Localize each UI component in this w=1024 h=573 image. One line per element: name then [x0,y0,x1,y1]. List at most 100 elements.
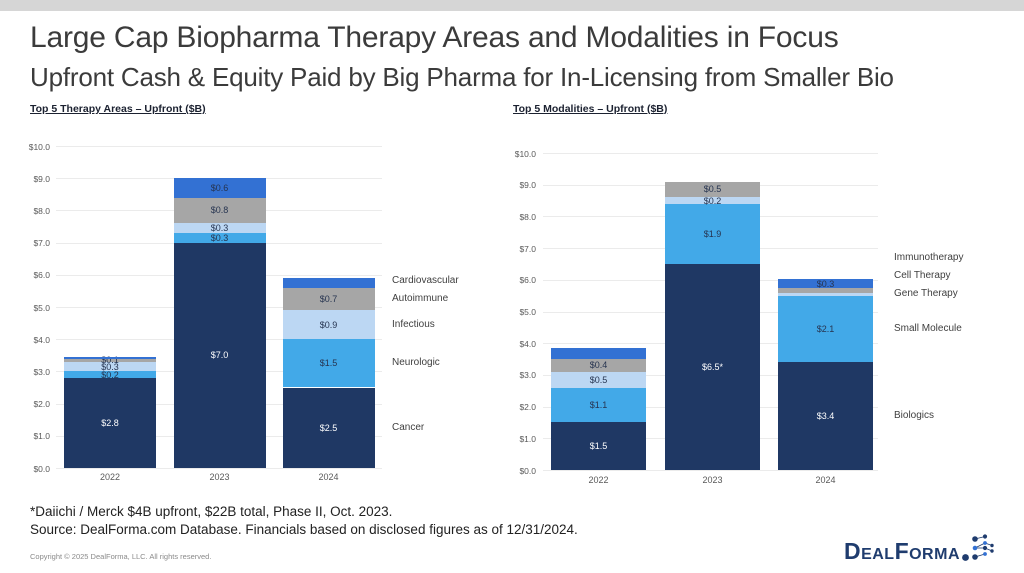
page-title: Large Cap Biopharma Therapy Areas and Mo… [30,21,839,54]
bar-value-label: $0.5 [589,374,608,385]
y-tick-label: $6.0 [33,270,50,281]
bar-value-label: $0.9 [319,319,338,330]
y-tick-label: $7.0 [519,243,536,254]
y-tick-label: $2.0 [33,399,50,410]
bar-segment-gene-therapy: $0.5 [551,371,646,388]
bar-value-label: $0.3 [210,232,229,243]
bar-segment-immunotherapy [551,347,646,360]
bar-segment-autoimmune: $0.8 [173,197,266,224]
x-tick-label: 2022 [99,472,121,482]
dealforma-logo-text: DealForma [843,538,960,564]
bar-value-label: $0.3 [210,223,229,234]
x-tick-label: 2023 [209,472,230,482]
y-tick-label: $2.0 [519,402,536,413]
legend-label-cancer: Cancer [392,421,425,433]
x-tick-label: 2023 [702,475,723,485]
bar-value-label: $0.2 [703,195,722,206]
bar-value-label: $6.5* [701,361,724,372]
y-tick-label: $10.0 [514,148,536,159]
legend-label-biologics: Biologics [894,410,935,422]
legend-label-cell-therapy: Cell Therapy [894,270,951,282]
y-tick-label: $7.0 [33,238,50,249]
bar-segment-autoimmune: $0.1 [64,355,156,365]
bar-segment-neurologic: $1.5 [282,339,375,388]
gridline [56,468,382,469]
y-tick-label: $3.0 [519,370,536,381]
bar-value-label: $3.4 [816,411,835,422]
bar-value-label: $0.5 [703,184,722,195]
y-tick-label: $10.0 [28,141,50,152]
bar-segment-autoimmune: $0.7 [282,287,375,311]
bar-value-label: $2.8 [101,417,119,428]
bar-value-label: $0.8 [210,205,229,216]
bar-segment-cell-therapy: $0.5 [665,181,760,198]
y-tick-label: $8.0 [33,205,50,216]
bar-value-label: $0.1 [101,355,119,366]
legend-label-immunotherapy: Immunotherapy [894,252,964,264]
bar-segment-cardiovascular [64,356,156,359]
y-tick-label: $1.0 [519,433,536,444]
y-tick-label: $1.0 [33,431,50,442]
bar-value-label: $0.2 [101,369,119,380]
gridline [56,146,382,147]
gridline [543,470,878,471]
bar-value-label: $7.0 [210,350,229,361]
y-tick-label: $3.0 [33,366,50,377]
y-tick-label: $5.0 [33,302,50,313]
y-tick-label: $9.0 [33,173,50,184]
bar-segment-small-molecule: $1.9 [665,203,760,264]
y-tick-label: $0.0 [33,463,50,474]
legend-label-infectious: Infectious [392,318,435,330]
y-tick-label: $4.0 [33,334,50,345]
bar-segment-cardiovascular [282,278,375,288]
footnote-source-line: Source: DealForma.com Database. Financia… [30,521,578,537]
bar-segment-cancer: $2.8 [64,377,156,468]
bar-segment-gene-therapy: $0.2 [665,195,760,206]
bar-segment-neurologic: $0.3 [173,232,266,243]
bar-segment-cancer: $2.5 [282,387,375,468]
bar-segment-infectious: $0.3 [173,223,266,234]
bar-segment-cardiovascular: $0.6 [173,178,266,198]
bar-value-label: $0.3 [101,361,119,372]
bar-value-label: $1.5 [319,358,338,369]
x-tick-label: 2024 [815,475,836,485]
y-tick-label: $8.0 [519,211,536,222]
legend-label-gene-therapy: Gene Therapy [894,288,958,300]
y-tick-label: $9.0 [519,180,536,191]
bar-segment-infectious: $0.9 [282,310,375,340]
top-border-strip [0,0,1024,11]
footnote: *Daiichi / Merck $4B upfront, $22B total… [30,503,578,538]
y-tick-label: $5.0 [519,307,536,317]
copyright-text: Copyright © 2025 DealForma, LLC. All rig… [30,552,212,561]
bar-segment-immunotherapy: $0.3 [778,279,873,289]
dealforma-logo: DealForma [844,534,998,563]
bar-value-label: $1.1 [589,400,608,410]
legend-label-cardiovascular: Cardiovascular [392,274,459,286]
footnote-line-1: *Daiichi / Merck $4B upfront, $22B total… [30,504,393,519]
y-tick-label: $4.0 [519,338,536,349]
bar-segment-cancer: $7.0 [173,242,266,468]
bar-segment-neurologic: $0.2 [64,369,156,380]
y-tick-label: $0.0 [519,465,536,476]
y-tick-label: $6.0 [519,275,536,286]
bar-value-label: $0.3 [816,278,835,289]
bar-value-label: $1.5 [589,441,608,452]
bar-segment-biologics: $1.5 [551,422,646,470]
bar-segment-biologics: $3.4 [778,362,873,470]
bar-value-label: $0.6 [210,182,229,193]
bar-value-label: $2.1 [816,323,835,334]
bar-segment-cell-therapy: $0.4 [551,359,646,372]
bar-segment-gene-therapy [778,293,873,296]
page-subtitle: Upfront Cash & Equity Paid by Big Pharma… [30,62,894,92]
bar-segment-biologics: $6.5* [665,263,760,470]
x-tick-label: 2022 [588,475,609,485]
legend-label-autoimmune: Autoimmune [392,292,449,304]
bar-segment-infectious: $0.3 [64,362,156,372]
gridline [543,153,878,154]
bar-value-label: $0.7 [319,293,338,304]
chart-title: Top 5 Modalities – Upfront ($B) [513,103,668,115]
bar-segment-small-molecule: $1.1 [551,387,646,423]
x-tick-label: 2024 [318,472,339,482]
